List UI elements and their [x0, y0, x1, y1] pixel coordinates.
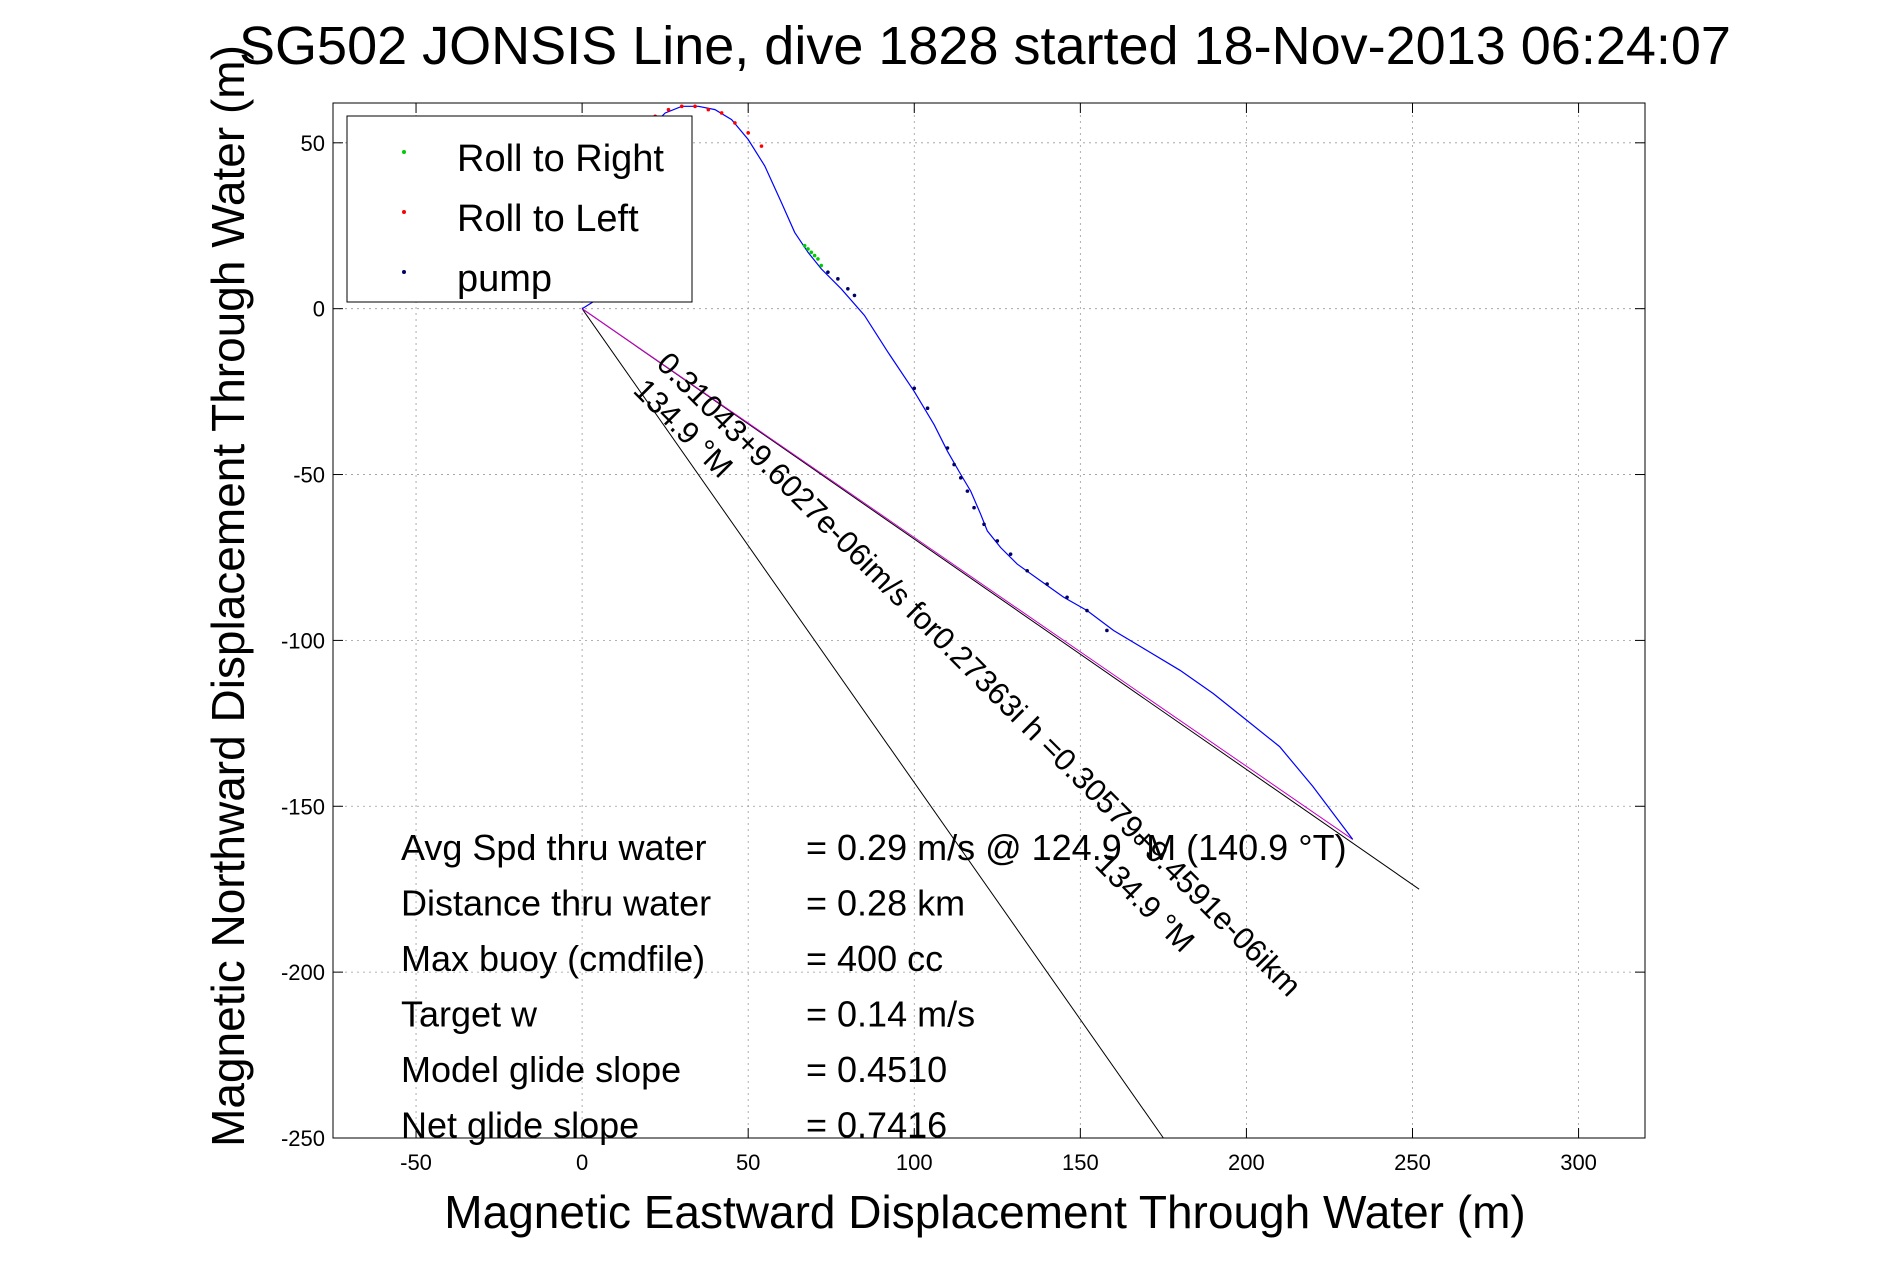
- dive-track: [581, 105, 1354, 840]
- pump-point: [1025, 568, 1029, 573]
- stat-value: = 0.7416: [806, 1105, 947, 1146]
- pump-point: [1008, 552, 1013, 556]
- y-tick-label: -100: [281, 628, 325, 653]
- pump-point: [945, 446, 950, 450]
- pump-point: [1045, 582, 1049, 586]
- stat-value: = 0.14 m/s: [806, 994, 975, 1035]
- pump-point: [852, 293, 857, 298]
- axis-ticks: -50 0 50 100 150 200 250 300 -250 -200 -150 -100 -50…: [281, 103, 1645, 1175]
- reference-line: [581, 308, 1353, 840]
- roll-left-point: [679, 104, 684, 109]
- legend-marker: [402, 270, 406, 274]
- reference-line: [581, 308, 1164, 1139]
- x-axis-label: Magnetic Eastward Displacement Through W…: [444, 1186, 1525, 1238]
- track-line: [581, 105, 1354, 840]
- legend-label: Roll to Right: [457, 138, 664, 180]
- roll-left-point: [706, 107, 711, 112]
- pump-point: [1065, 595, 1069, 600]
- pump-point: [972, 505, 976, 510]
- pump-point: [982, 522, 986, 527]
- legend-marker: [402, 150, 406, 154]
- roll-right-point: [809, 250, 814, 255]
- y-tick-label: 50: [301, 131, 325, 156]
- pump-point: [995, 539, 1000, 543]
- pump-point: [925, 406, 930, 410]
- roll-right-point: [806, 247, 810, 251]
- x-tick-label: -50: [400, 1150, 432, 1175]
- y-tick-label: -50: [293, 463, 325, 488]
- roll-left-point: [759, 144, 764, 148]
- stat-label: Model glide slope: [401, 1049, 681, 1090]
- x-tick-label: 0: [576, 1150, 588, 1175]
- stat-value: = 0.29 m/s @ 124.9 °M (140.9 °T): [806, 827, 1347, 868]
- y-axis-label: Magnetic Northward Displacement Through …: [202, 45, 254, 1147]
- roll-left-point: [746, 131, 750, 135]
- roll-left-point: [666, 107, 671, 112]
- roll-left-point: [693, 104, 697, 109]
- pump-point: [958, 476, 963, 480]
- pump-point: [1105, 628, 1109, 633]
- roll-left-point: [733, 121, 737, 125]
- heading-annotation: 0.31043+9.6027e-06im/s for0.27363i h =0.…: [650, 345, 1308, 1003]
- stat-value: = 0.4510: [806, 1049, 947, 1090]
- x-tick-label: 300: [1560, 1150, 1597, 1175]
- stat-value: = 0.28 km: [806, 883, 965, 924]
- legend: Roll to Right Roll to Left pump: [346, 115, 693, 303]
- chart-title: SG502 JONSIS Line, dive 1828 started 18-…: [239, 16, 1731, 76]
- stat-value: = 400 cc: [806, 938, 943, 979]
- reference-line: [581, 308, 1420, 890]
- reference-lines: [581, 308, 1420, 1139]
- pump-point: [912, 386, 917, 391]
- stat-label: Net glide slope: [401, 1105, 639, 1146]
- stat-label: Target w: [401, 994, 538, 1035]
- y-tick-label: -250: [281, 1126, 325, 1151]
- pump-point: [836, 277, 840, 281]
- grid-lines: [333, 103, 1645, 1139]
- legend-label: Roll to Left: [457, 198, 639, 240]
- roll-right-point: [802, 243, 807, 248]
- x-tick-label: 250: [1394, 1150, 1431, 1175]
- stat-label: Avg Spd thru water: [401, 827, 707, 868]
- pump-point: [1085, 608, 1089, 613]
- pump-point: [826, 270, 830, 274]
- legend-label: pump: [457, 258, 552, 300]
- roll-left-point: [719, 111, 724, 115]
- y-tick-label: -200: [281, 960, 325, 985]
- x-tick-label: 200: [1228, 1150, 1265, 1175]
- heading-annotations: 0.31043+9.6027e-06im/s for0.27363i h =0.…: [627, 345, 1308, 1003]
- y-tick-label: -150: [281, 794, 325, 819]
- stat-label: Max buoy (cmdfile): [401, 938, 705, 979]
- x-tick-label: 150: [1062, 1150, 1099, 1175]
- dive-statistics: Avg Spd thru water = 0.29 m/s @ 124.9 °M …: [401, 827, 1347, 1146]
- pump-point: [846, 286, 850, 291]
- roll-right-point: [812, 253, 817, 258]
- x-tick-label: 50: [736, 1150, 760, 1175]
- plot-area-frame: [332, 102, 1646, 1139]
- stat-label: Distance thru water: [401, 883, 711, 924]
- pump-point: [965, 489, 970, 493]
- legend-marker: [402, 210, 406, 214]
- pump-point: [952, 462, 956, 467]
- roll-right-point: [816, 257, 820, 261]
- x-tick-label: 100: [896, 1150, 933, 1175]
- roll-right-point: [819, 263, 824, 268]
- y-tick-label: 0: [313, 297, 325, 322]
